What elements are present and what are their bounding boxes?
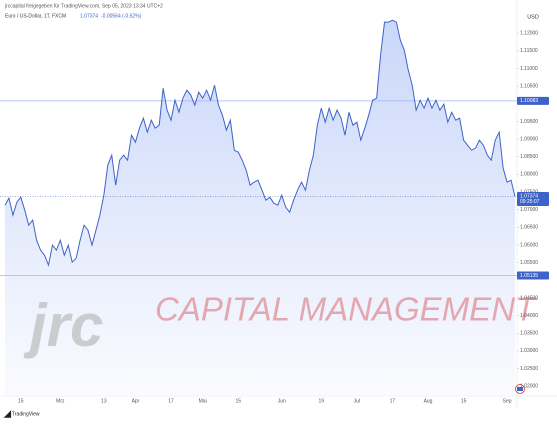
price-label-bg — [517, 96, 549, 105]
y-tick-label: 1.04000 — [520, 313, 538, 319]
x-tick-label: Mrz — [56, 398, 65, 404]
last-price-bg — [517, 191, 549, 206]
header: jrccapital freigegeben für TradingView.c… — [4, 3, 163, 9]
flag-icon — [515, 384, 525, 394]
y-tick-label: 1.03500 — [520, 331, 538, 337]
watermark-logo: jrc — [23, 292, 103, 359]
y-tick-label: 1.11000 — [520, 66, 538, 72]
x-tick-label: 17 — [390, 398, 396, 404]
price-label: 1.10083 — [520, 98, 538, 104]
footer: ◢ TradingView — [3, 408, 40, 418]
y-tick-label: 1.07000 — [520, 207, 538, 213]
y-tick-label: 1.06500 — [520, 225, 538, 231]
y-tick-label: 1.12000 — [520, 31, 538, 37]
y-tick-label: 1.02000 — [520, 384, 538, 390]
footer-brand: TradingView — [12, 411, 40, 417]
x-tick-label: 15 — [461, 398, 467, 404]
x-tick-label: Aug — [424, 398, 433, 404]
x-tick-label: 19 — [318, 398, 324, 404]
watermark-text: CAPITAL MANAGEMENT — [155, 291, 538, 328]
y-tick-label: 1.09000 — [520, 136, 538, 142]
y-tick-label: 1.05500 — [520, 260, 538, 266]
price-label-bg — [517, 271, 549, 280]
area-fill — [5, 20, 515, 395]
plot-area — [0, 19, 517, 395]
last-price-label: 1.07374 — [520, 193, 538, 199]
y-tick-label: 1.09500 — [520, 119, 538, 125]
legend-change: -0.00564 (-0.52%) — [101, 13, 142, 19]
y-tick-label: 1.08500 — [520, 154, 538, 160]
y-tick-label: 1.06000 — [520, 242, 538, 248]
countdown: 09:25:07 — [520, 199, 540, 205]
x-tick-label: Sep — [503, 398, 512, 404]
legend-symbol: Euro / US-Dollar, 1T, FXCM — [5, 13, 66, 19]
price-line-series — [4, 19, 516, 267]
y-tick-label: 1.03000 — [520, 348, 538, 354]
x-tick-label: 13 — [101, 398, 107, 404]
price-label: 1.05135 — [520, 273, 538, 279]
legend-price: 1.07374 — [80, 13, 98, 19]
svg-text:◢: ◢ — [3, 408, 12, 418]
x-tick-label: 15 — [18, 398, 24, 404]
y-tick-label: 1.08000 — [520, 172, 538, 178]
x-tick-label: Mai — [199, 398, 207, 404]
x-tick-label: Jun — [278, 398, 286, 404]
x-tick-label: Apr — [132, 398, 140, 404]
y-tick-label: 1.02500 — [520, 366, 538, 372]
currency: USD — [527, 14, 539, 20]
x-tick-label: 17 — [168, 398, 174, 404]
y-tick-label: 1.10500 — [520, 83, 538, 89]
legend: Euro / US-Dollar, 1T, FXCM 1.07374 -0.00… — [5, 13, 142, 19]
y-tick-label: 1.11500 — [520, 48, 538, 54]
x-tick-label: 15 — [235, 398, 241, 404]
x-tick-label: Jul — [354, 398, 360, 404]
y-tick-label: 1.04500 — [520, 295, 538, 301]
